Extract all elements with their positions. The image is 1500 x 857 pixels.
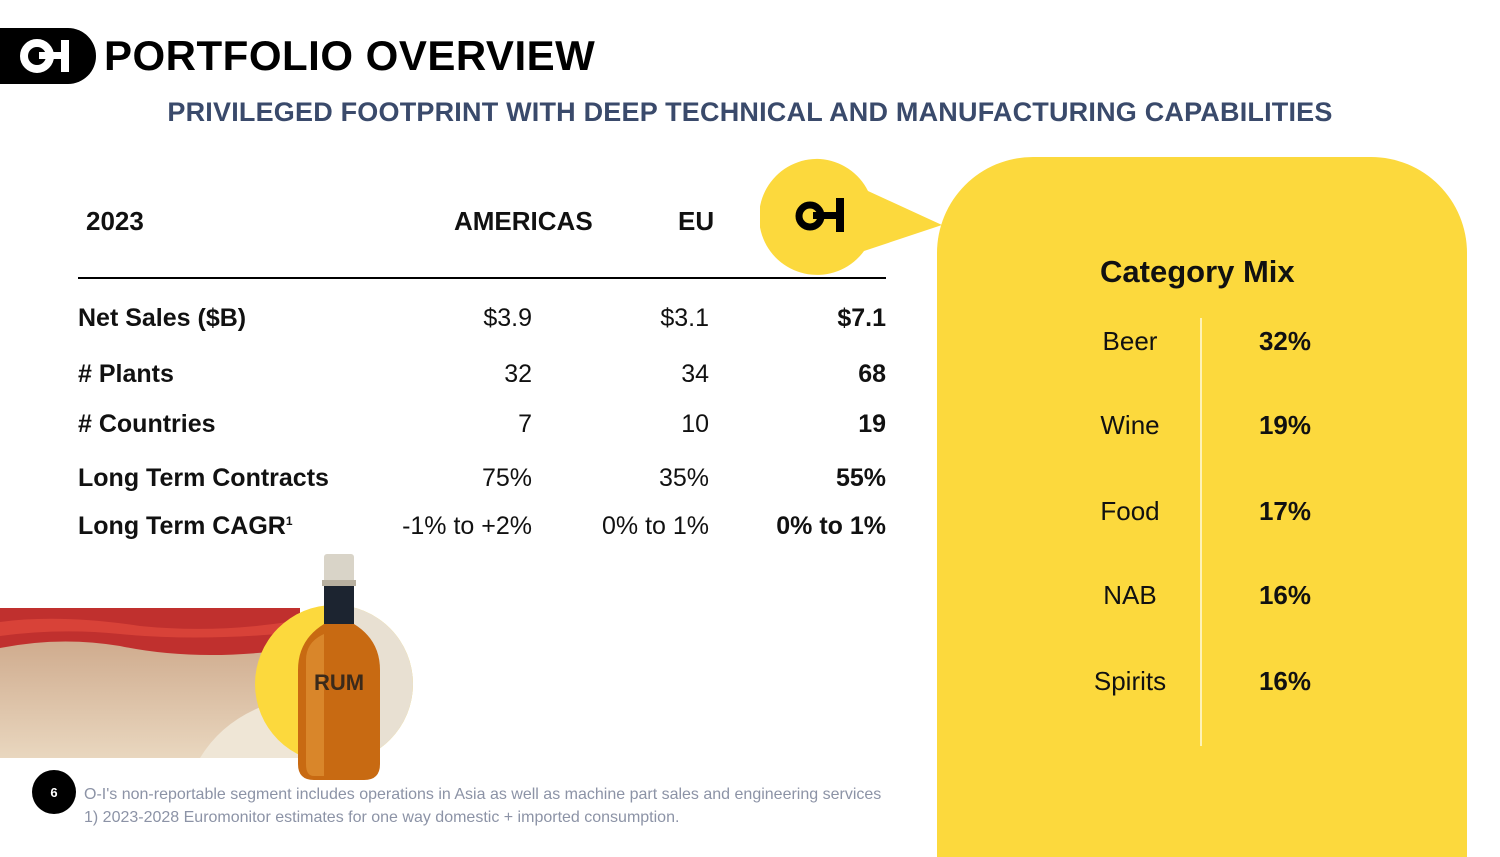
americas-value: 7 — [518, 410, 532, 438]
eu-value: 35% — [658, 464, 709, 492]
rum-bottle-image: RUM — [254, 550, 414, 791]
total-value: $7.1 — [837, 304, 886, 332]
category-pct: 19% — [1258, 410, 1312, 440]
category-name: Wine — [1100, 410, 1160, 440]
bottle-label: RUM — [314, 670, 364, 695]
oi-logo-icon — [795, 198, 844, 232]
americas-value: 32 — [504, 360, 532, 388]
eu-value: 10 — [681, 410, 709, 438]
eu-value: 0% to 1% — [601, 512, 709, 540]
footnote-segment: O-I's non-reportable segment includes op… — [84, 786, 882, 803]
footnote-cagr-source: 1) 2023-2028 Euromonitor estimates for o… — [84, 809, 680, 826]
category-mix-divider — [1200, 318, 1202, 746]
total-value: 19 — [858, 410, 886, 438]
table-header-rule — [78, 277, 886, 279]
oi-logo-badge — [0, 28, 96, 84]
eu-value: 34 — [681, 360, 709, 388]
category-name: Spirits — [1093, 666, 1167, 696]
category-mix-panel — [937, 157, 1467, 857]
table-row: Long Term Contracts 75% 35% 55% — [78, 464, 886, 500]
row-label: # Countries — [78, 410, 216, 438]
americas-value: 75% — [481, 464, 532, 492]
category-mix-title: Category Mix — [1100, 254, 1295, 289]
category-pct: 32% — [1258, 326, 1312, 356]
footnote-mark: 1 — [285, 514, 293, 528]
table-row: Long Term CAGR1 -1% to +2% 0% to 1% 0% t… — [78, 512, 886, 548]
total-value: 55% — [835, 464, 886, 492]
total-value: 0% to 1% — [776, 512, 886, 540]
table-row: # Countries 7 10 19 — [78, 410, 886, 446]
table-year-header: 2023 — [86, 206, 144, 236]
page-title: PORTFOLIO OVERVIEW — [104, 32, 596, 79]
page-number: 6 — [32, 770, 76, 814]
category-pct: 17% — [1258, 496, 1312, 526]
row-label: Long Term Contracts — [78, 464, 329, 492]
category-name: Food — [1100, 496, 1160, 526]
page-subtitle: PRIVILEGED FOOTPRINT WITH DEEP TECHNICAL… — [167, 97, 1333, 127]
row-label: # Plants — [78, 360, 174, 388]
category-pct: 16% — [1258, 666, 1312, 696]
row-label: Long Term CAGR1 — [78, 512, 293, 540]
table-row: # Plants 32 34 68 — [78, 360, 886, 396]
category-pct: 16% — [1258, 580, 1312, 610]
column-header-oi-total — [759, 157, 950, 282]
oi-logo-icon — [20, 39, 69, 73]
column-header-americas: AMERICAS — [454, 206, 593, 236]
category-name: Beer — [1102, 326, 1158, 356]
column-header-eu: EU — [678, 206, 715, 236]
category-name: NAB — [1103, 580, 1157, 610]
americas-value: -1% to +2% — [402, 512, 532, 540]
row-label: Net Sales ($B) — [78, 304, 247, 332]
table-row: Net Sales ($B) $3.9 $3.1 $7.1 — [78, 304, 886, 340]
total-value: 68 — [858, 360, 886, 388]
eu-value: $3.1 — [660, 304, 709, 332]
americas-value: $3.9 — [483, 304, 532, 332]
